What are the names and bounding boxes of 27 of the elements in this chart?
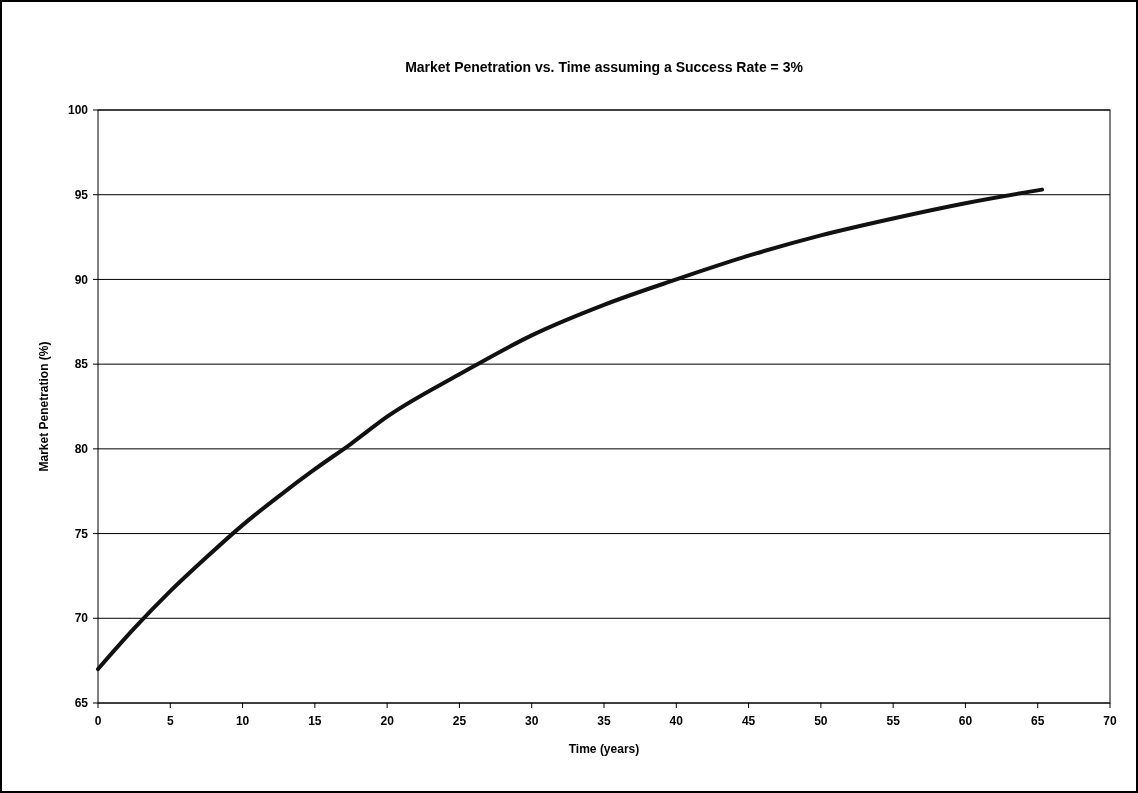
x-tick-label: 30 <box>525 714 539 728</box>
x-tick-label: 65 <box>1031 714 1045 728</box>
y-tick-label: 85 <box>74 357 89 372</box>
line-series <box>96 187 1045 672</box>
x-tick-label: 20 <box>380 714 395 728</box>
x-tick-label: 40 <box>669 714 684 728</box>
x-tick-label: 5 <box>166 714 174 728</box>
x-tick-label: 60 <box>958 714 973 728</box>
x-tick-label: 50 <box>814 714 828 728</box>
x-tick-label: 45 <box>741 714 756 728</box>
x-tick-label: 35 <box>597 714 611 728</box>
x-tick-label: 70 <box>1103 714 1117 728</box>
y-tick-label: 80 <box>74 442 89 457</box>
x-tick-label: 0 <box>94 714 102 728</box>
x-tick-label: 15 <box>308 714 322 728</box>
y-tick-label: 75 <box>74 526 89 541</box>
y-tick-label: 70 <box>74 611 89 626</box>
y-axis-title: Market Penetration (%) <box>37 341 51 472</box>
y-tick-label: 95 <box>74 187 89 202</box>
y-tick-label: 100 <box>67 103 89 118</box>
x-tick-label: 25 <box>452 714 467 728</box>
y-tick-label: 90 <box>74 272 89 287</box>
y-tick-label: 65 <box>74 696 89 711</box>
x-tick-label: 55 <box>886 714 901 728</box>
x-axis-title: Time (years) <box>568 742 640 756</box>
chart-title: Market Penetration vs. Time assuming a Success Rate = 3% <box>405 59 804 75</box>
x-tick-label: 10 <box>235 714 250 728</box>
